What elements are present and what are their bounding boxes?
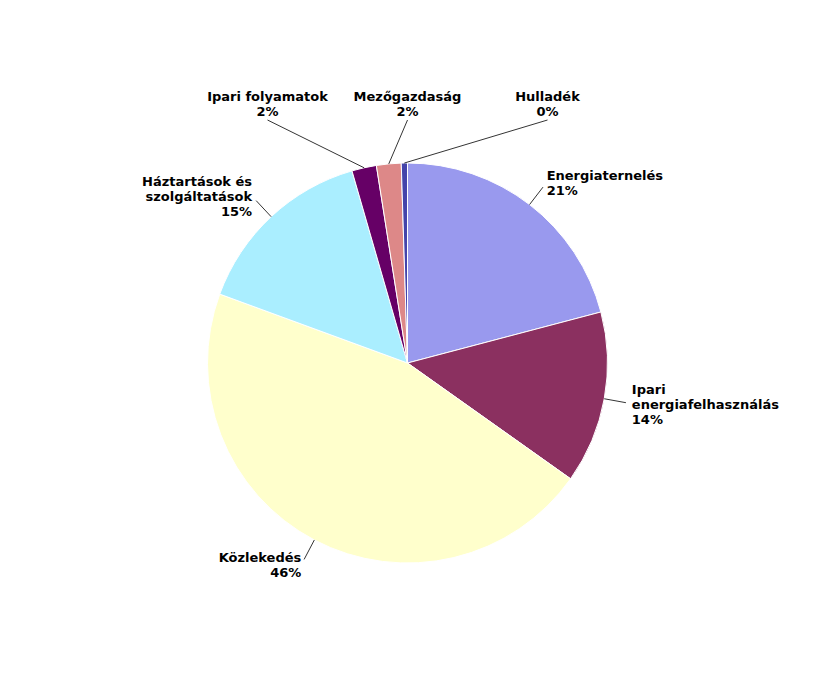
svg-text:Energiaternelés21%: Energiaternelés21% bbox=[547, 167, 664, 197]
svg-text:Ipari folyamatok2%: Ipari folyamatok2% bbox=[207, 88, 328, 118]
svg-text:Iparienergiafelhasználás14%: Iparienergiafelhasználás14% bbox=[632, 381, 779, 426]
svg-text:Háztartások ésszolgáltatások15: Háztartások ésszolgáltatások15% bbox=[142, 174, 252, 219]
svg-text:Hulladék0%: Hulladék0% bbox=[515, 88, 580, 118]
svg-text:Közlekedés46%: Közlekedés46% bbox=[219, 550, 302, 580]
svg-text:Mezőgazdaság2%: Mezőgazdaság2% bbox=[354, 88, 462, 118]
